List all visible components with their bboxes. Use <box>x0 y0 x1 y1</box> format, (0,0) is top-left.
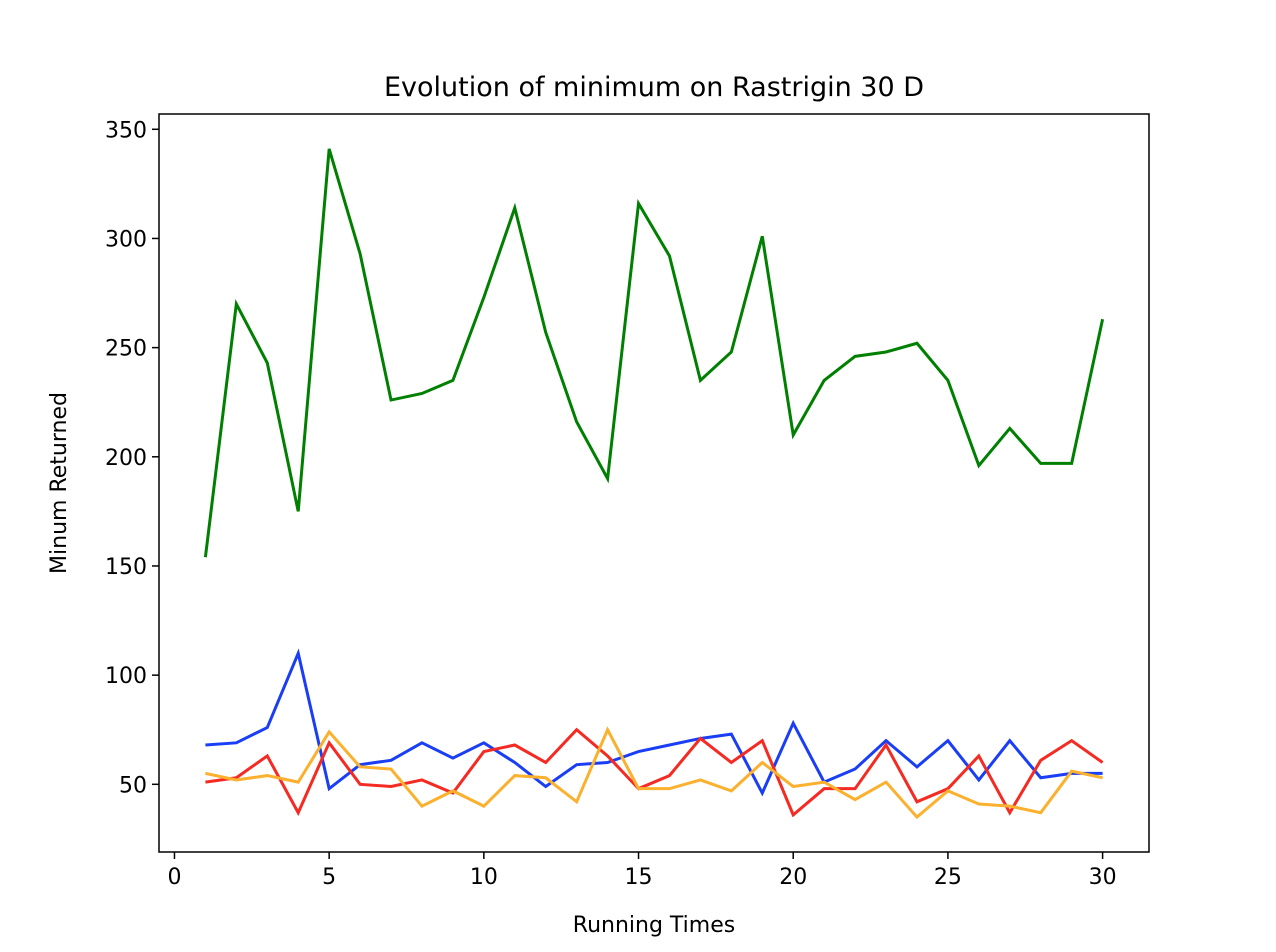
x-tick-label: 20 <box>779 865 807 890</box>
y-tick-label: 50 <box>119 773 147 798</box>
x-tick-label: 0 <box>167 865 181 890</box>
plot-frame <box>158 113 1150 853</box>
series-layer <box>203 148 1105 820</box>
x-tick-label: 30 <box>1089 865 1117 890</box>
x-axis: 0 5 10 15 20 25 30 <box>167 852 1117 890</box>
y-tick-label: 250 <box>105 337 147 362</box>
chart-title: Evolution of minimum on Rastrigin 30 D <box>384 72 924 103</box>
y-tick-label: 150 <box>105 555 147 580</box>
x-tick-label: 15 <box>625 865 653 890</box>
x-tick-label: 25 <box>934 865 962 890</box>
y-tick-label: 350 <box>105 118 147 143</box>
y-axis-label: Minum Returned <box>47 392 72 574</box>
series-line-1 <box>203 148 1105 558</box>
series-line-3 <box>205 727 1104 818</box>
x-tick-label: 5 <box>322 865 336 890</box>
x-tick-label: 10 <box>470 865 498 890</box>
series-line-2 <box>205 648 1103 797</box>
y-tick-label: 200 <box>105 446 147 471</box>
y-tick-label: 100 <box>105 664 147 689</box>
y-tick-label: 300 <box>105 227 147 252</box>
series-line-4 <box>205 726 1103 820</box>
y-axis: 50 100 150 200 250 300 350 <box>105 118 159 798</box>
x-axis-label: Running Times <box>573 913 735 938</box>
